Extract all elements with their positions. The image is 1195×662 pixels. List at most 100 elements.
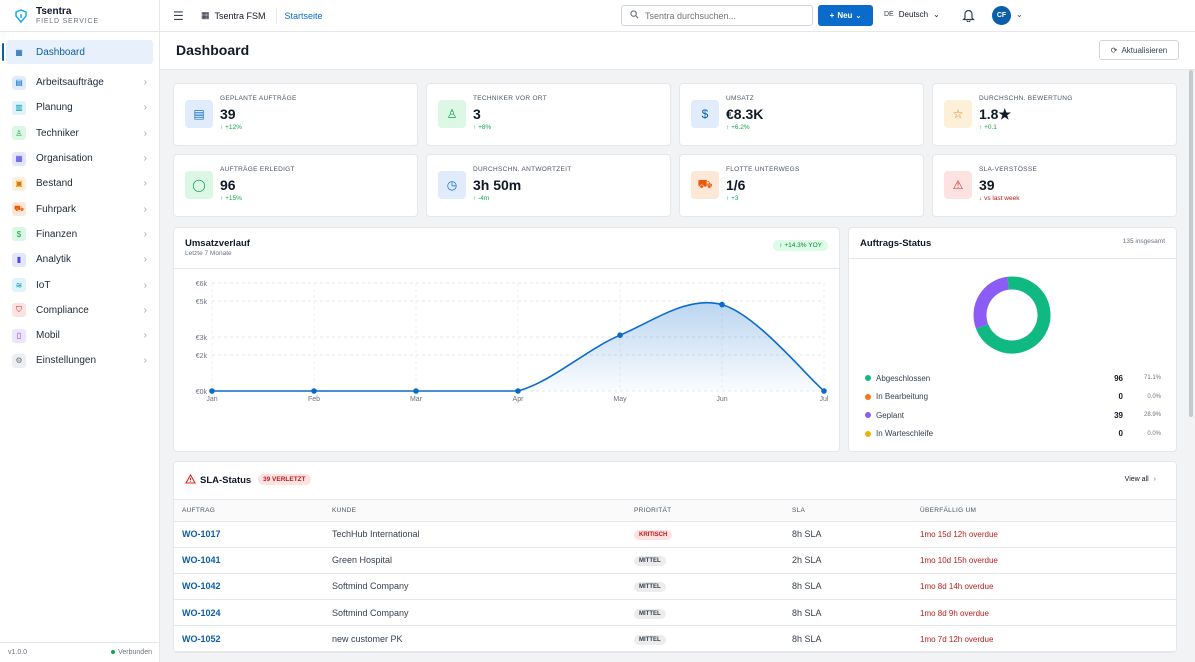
search-input[interactable] bbox=[645, 10, 805, 21]
overdue-cell: 1mo 7d 12h overdue bbox=[920, 625, 1176, 652]
kpi-delta-label: +12% bbox=[225, 124, 242, 131]
sidebar-item-fuhrpark[interactable]: ⛟ Fuhrpark › bbox=[0, 196, 159, 221]
kpi-card[interactable]: ◷ DURCHSCHN. ANTWORTZEIT 3h 50m ↑ -4m bbox=[426, 154, 671, 217]
kpi-label: SLA-VERSTÖSSE bbox=[979, 166, 1038, 173]
refresh-button[interactable]: ⟳ Aktualisieren bbox=[1099, 40, 1179, 60]
chevron-down-icon: ⌄ bbox=[855, 12, 862, 20]
language-selector[interactable]: DE Deutsch ⌄ bbox=[884, 10, 940, 19]
kpi-card[interactable]: ▤ GEPLANTE AUFTRÄGE 39 ↑ +12% bbox=[173, 83, 418, 146]
table-row[interactable]: WO-1042 Softmind Company MITTEL 8h SLA 1mo 8… bbox=[174, 573, 1176, 601]
sla-table: AUFTRAG KUNDE PRIORITÄT SLA ÜBERFÄLLIG UM WO… bbox=[174, 500, 1176, 652]
truck-icon: ⛟ bbox=[12, 202, 26, 217]
revenue-chart: €0k €2k €3k €5k €6k Jan Feb Mar Apr May Jun Jul bbox=[196, 281, 829, 403]
column-header[interactable]: ÜBERFÄLLIG UM bbox=[920, 500, 1176, 522]
kpi-value: 39 bbox=[979, 177, 995, 193]
customer-cell: TechHub International bbox=[332, 521, 634, 548]
view-all-link[interactable]: View all › bbox=[1125, 476, 1156, 483]
priority-badge: KRITISCH bbox=[634, 530, 673, 541]
kpi-card[interactable]: $ UMSATZ €8.3K ↑ +6.2% bbox=[679, 83, 924, 146]
tsentra-logo-icon bbox=[14, 8, 28, 23]
sidebar-item-finanzen[interactable]: $ Finanzen › bbox=[0, 222, 159, 247]
sidebar-item-mobil[interactable]: ▯ Mobil › bbox=[0, 323, 159, 348]
kpi-card[interactable]: ♙ TECHNIKER VOR ORT 3 ↑ +8% bbox=[426, 83, 671, 146]
column-header[interactable]: PRIORITÄT bbox=[634, 500, 792, 522]
arrow-up-icon: ↑ bbox=[726, 124, 732, 131]
sidebar-item-bestand[interactable]: ▣ Bestand › bbox=[0, 171, 159, 196]
shield-icon: ⛉ bbox=[12, 303, 26, 318]
new-button[interactable]: + Neu ⌄ bbox=[818, 5, 873, 26]
language-name: Deutsch bbox=[898, 10, 929, 19]
y-tick-label: €0k bbox=[196, 389, 208, 396]
donut-slice[interactable] bbox=[976, 276, 1051, 354]
connection-status-label: Verbunden bbox=[118, 649, 152, 656]
sidebar-item-techniker[interactable]: ♙ Techniker › bbox=[0, 121, 159, 146]
priority-cell: MITTEL bbox=[634, 599, 792, 627]
kpi-card[interactable]: ⚠ SLA-VERSTÖSSE 39 ↓ vs last week bbox=[932, 154, 1177, 217]
kpi-card[interactable]: ☆ DURCHSCHN. BEWERTUNG 1.8★ ↑ +0.1 bbox=[932, 83, 1177, 146]
order-link[interactable]: WO-1017 bbox=[182, 529, 221, 540]
sidebar-item-planung[interactable]: ▥ Planung › bbox=[0, 95, 159, 120]
bell-icon[interactable] bbox=[962, 8, 975, 25]
sidebar-item-label: Bestand bbox=[36, 178, 73, 190]
sidebar-item-dashboard[interactable]: ▦ Dashboard bbox=[2, 40, 153, 64]
order-cell: WO-1041 bbox=[174, 547, 332, 574]
breadcrumb-home[interactable]: Startseite bbox=[284, 10, 323, 21]
kpi-value: 1/6 bbox=[726, 177, 746, 193]
version-label: v1.0.0 bbox=[8, 649, 28, 656]
order-link[interactable]: WO-1024 bbox=[182, 607, 221, 618]
overdue-cell: 1mo 8d 14h overdue bbox=[920, 573, 1176, 601]
app-switcher[interactable]: ▦ Tsentra FSM bbox=[201, 7, 277, 24]
sidebar-item-iot[interactable]: ≋ IoT › bbox=[0, 272, 159, 297]
sidebar-item-einstellungen[interactable]: ⚙ Einstellungen › bbox=[0, 348, 159, 373]
arrow-up-icon: ↑ bbox=[779, 242, 785, 249]
legend-dot-icon bbox=[865, 393, 871, 400]
sidebar-footer: v1.0.0 Verbunden bbox=[0, 642, 160, 662]
sla-cell: 2h SLA bbox=[792, 547, 920, 574]
sidebar-item-label: Finanzen bbox=[36, 228, 78, 240]
legend-name: Geplant bbox=[876, 410, 905, 420]
kpi-value: 3 bbox=[473, 106, 481, 122]
status-donut bbox=[973, 276, 1051, 354]
order-link[interactable]: WO-1041 bbox=[182, 555, 221, 566]
kpi-delta: ↑ +15% bbox=[220, 195, 242, 202]
column-header[interactable]: KUNDE bbox=[332, 500, 634, 522]
search-box[interactable] bbox=[621, 5, 813, 26]
sidebar-item-compliance[interactable]: ⛉ Compliance › bbox=[0, 298, 159, 323]
sidebar-item-analytik[interactable]: ▮ Analytik › bbox=[0, 247, 159, 272]
legend-percent: 0.0% bbox=[1147, 430, 1161, 437]
kpi-card[interactable]: ⛟ FLOTTE UNTERWEGS 1/6 ↑ +3 bbox=[679, 154, 924, 217]
kpi-delta: ↑ +0.1 bbox=[979, 124, 997, 131]
menu-icon[interactable]: ☰ bbox=[173, 8, 184, 23]
kpi-card[interactable]: ◯ AUFTRÄGE ERLEDIGT 96 ↑ +15% bbox=[173, 154, 418, 217]
order-link[interactable]: WO-1042 bbox=[182, 581, 221, 592]
sidebar-item-label: Mobil bbox=[36, 330, 60, 342]
data-point bbox=[311, 388, 317, 394]
kpi-value: 39 bbox=[220, 106, 236, 122]
legend-name: In Bearbeitung bbox=[876, 392, 929, 401]
y-tick-label: €6k bbox=[196, 281, 208, 288]
arrow-up-icon: ↑ bbox=[473, 195, 479, 202]
avatar[interactable]: CF bbox=[992, 6, 1011, 25]
donut-slice[interactable] bbox=[973, 276, 1010, 329]
table-row[interactable]: WO-1017 TechHub International KRITISCH 8h S… bbox=[174, 521, 1176, 548]
scrollbar[interactable] bbox=[1189, 70, 1193, 417]
order-link[interactable]: WO-1052 bbox=[182, 633, 221, 644]
box-icon: ▣ bbox=[12, 176, 26, 191]
chevron-down-icon[interactable]: ⌄ bbox=[1016, 10, 1023, 19]
chevron-right-icon: › bbox=[143, 330, 147, 342]
column-header[interactable]: AUFTRAG bbox=[174, 500, 332, 522]
table-row[interactable]: WO-1041 Green Hospital MITTEL 2h SLA 1mo 10d… bbox=[174, 547, 1176, 574]
kpi-delta: ↑ +3 bbox=[726, 195, 738, 202]
view-all-label: View all bbox=[1124, 476, 1149, 483]
table-row[interactable]: WO-1052 new customer PK MITTEL 8h SLA 1mo 7d… bbox=[174, 625, 1176, 652]
table-row[interactable]: WO-1024 Softmind Company MITTEL 8h SLA 1mo 8… bbox=[174, 599, 1176, 627]
kpi-label: DURCHSCHN. ANTWORTZEIT bbox=[473, 166, 572, 173]
x-tick-label: May bbox=[613, 396, 627, 403]
sidebar-item-organisation[interactable]: ▦ Organisation › bbox=[0, 146, 159, 171]
brand[interactable]: Tsentra FIELD SERVICE bbox=[0, 0, 159, 32]
legend-item: Geplant 39 28.9% bbox=[865, 408, 1161, 422]
priority-cell: MITTEL bbox=[634, 573, 792, 601]
sidebar-item-arbeitsaufträge[interactable]: ▤ Arbeitsaufträge › bbox=[0, 70, 159, 95]
column-header[interactable]: SLA bbox=[792, 500, 920, 522]
kpi-value: 96 bbox=[220, 177, 236, 193]
